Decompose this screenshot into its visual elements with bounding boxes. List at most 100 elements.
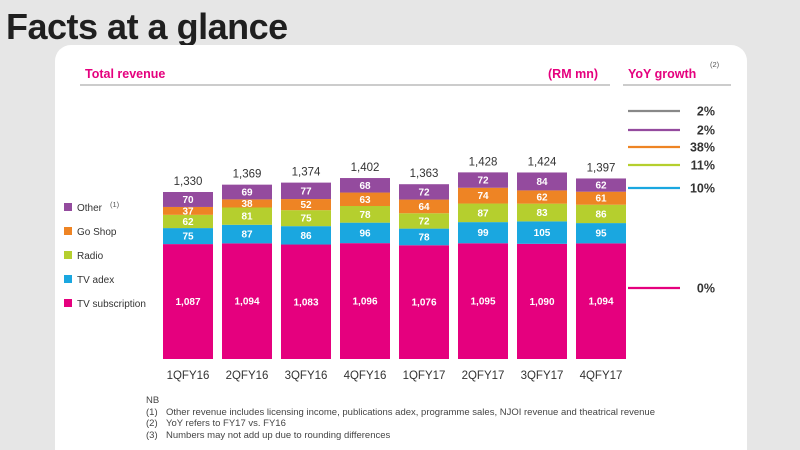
segment-value-label: 86 bbox=[595, 209, 607, 220]
bar-segment bbox=[222, 184, 272, 200]
x-tick-label: 1QFY16 bbox=[167, 370, 210, 382]
bar-total-label: 1,402 bbox=[351, 162, 380, 174]
yoy-header: YoY growth bbox=[628, 67, 696, 81]
yoy-header-note: (2) bbox=[710, 60, 720, 69]
segment-value-label: 1,083 bbox=[293, 297, 318, 308]
bar-segment bbox=[576, 204, 626, 224]
segment-value-label: 62 bbox=[182, 217, 194, 228]
segment-value-label: 95 bbox=[595, 229, 607, 240]
footnote-number: (1) bbox=[146, 406, 158, 418]
segment-value-label: 72 bbox=[418, 187, 430, 198]
bar-segment bbox=[163, 244, 213, 359]
segment-value-label: 77 bbox=[300, 186, 312, 197]
bar-segment bbox=[281, 226, 331, 245]
footnote-1: (1) Other revenue includes licensing inc… bbox=[146, 407, 655, 419]
bar-total-label: 1,428 bbox=[469, 156, 498, 168]
segment-value-label: 81 bbox=[241, 212, 253, 223]
segment-value-label: 99 bbox=[477, 228, 489, 239]
bar-segment bbox=[576, 191, 626, 205]
legend-swatch bbox=[64, 275, 72, 283]
chart-title: Total revenue bbox=[85, 67, 165, 81]
segment-value-label: 1,087 bbox=[175, 297, 200, 308]
segment-value-label: 75 bbox=[182, 232, 194, 243]
yoy-value: 0% bbox=[697, 282, 715, 296]
legend-swatch bbox=[64, 251, 72, 259]
legend-note-marker: (1) bbox=[110, 200, 120, 209]
legend-swatch bbox=[64, 203, 72, 211]
bar-segment bbox=[517, 203, 567, 222]
yoy-value: 10% bbox=[690, 182, 715, 196]
segment-value-label: 70 bbox=[182, 195, 194, 206]
bar-segment bbox=[576, 223, 626, 244]
segment-value-label: 86 bbox=[300, 231, 312, 242]
x-tick-label: 2QFY17 bbox=[462, 370, 505, 382]
segment-value-label: 83 bbox=[536, 208, 548, 219]
bar-segment bbox=[576, 178, 626, 192]
unit-label: (RM mn) bbox=[548, 67, 598, 81]
bar-segment bbox=[222, 199, 272, 208]
segment-value-label: 105 bbox=[534, 228, 551, 239]
segment-value-label: 72 bbox=[477, 176, 489, 187]
bar-segment bbox=[340, 178, 390, 193]
segment-value-label: 37 bbox=[182, 206, 194, 217]
segment-value-label: 52 bbox=[300, 200, 312, 211]
segment-value-label: 62 bbox=[536, 193, 548, 204]
legend-label: Other bbox=[77, 203, 103, 214]
bar-segment bbox=[281, 199, 331, 211]
bar-segment bbox=[222, 224, 272, 244]
segment-value-label: 1,096 bbox=[352, 297, 377, 308]
bar-segment bbox=[399, 199, 449, 214]
footnotes: NB (1) Other revenue includes licensing … bbox=[146, 395, 655, 441]
bar-segment bbox=[222, 207, 272, 225]
bar-total-label: 1,374 bbox=[292, 167, 321, 179]
bar-segment bbox=[399, 228, 449, 246]
segment-value-label: 1,094 bbox=[588, 297, 613, 308]
footnote-number: (2) bbox=[146, 418, 158, 429]
bar-segment bbox=[163, 206, 213, 215]
segment-value-label: 62 bbox=[595, 181, 607, 192]
segment-value-label: 74 bbox=[477, 191, 489, 202]
bar-total-label: 1,363 bbox=[410, 168, 439, 180]
bar-segment bbox=[399, 213, 449, 229]
page-title: Facts at a glance bbox=[6, 6, 288, 47]
x-tick-label: 2QFY16 bbox=[226, 370, 269, 382]
bar-total-label: 1,424 bbox=[528, 156, 557, 168]
bar-segment bbox=[458, 243, 508, 359]
bar-segment bbox=[281, 244, 331, 359]
bar-total-label: 1,369 bbox=[233, 169, 262, 181]
yoy-value: 2% bbox=[697, 124, 715, 138]
legend-label: TV subscription bbox=[77, 299, 146, 310]
bar-segment bbox=[399, 184, 449, 200]
x-tick-label: 4QFY17 bbox=[580, 370, 623, 382]
legend-label: TV adex bbox=[77, 275, 114, 286]
legend-label: Radio bbox=[77, 251, 104, 262]
stacked-bar-chart: Total revenue (RM mn) YoY growth (2) 1,0… bbox=[64, 60, 731, 382]
bar-segment bbox=[576, 243, 626, 359]
bar-segment bbox=[281, 182, 331, 200]
legend-swatch bbox=[64, 299, 72, 307]
bar-segment bbox=[517, 190, 567, 204]
x-tick-label: 1QFY17 bbox=[403, 370, 446, 382]
segment-value-label: 1,094 bbox=[234, 297, 259, 308]
bar-segment bbox=[517, 243, 567, 359]
yoy-value: 38% bbox=[690, 141, 715, 155]
segment-value-label: 87 bbox=[477, 208, 489, 219]
footnote-3: (3) Numbers may not add up due to roundi… bbox=[146, 430, 655, 442]
segment-value-label: 75 bbox=[300, 214, 312, 225]
footnote-number: (3) bbox=[146, 429, 158, 441]
yoy-value: 11% bbox=[691, 159, 715, 173]
footnote-text: Other revenue includes licensing income,… bbox=[166, 406, 655, 418]
segment-value-label: 68 bbox=[359, 181, 371, 192]
x-tick-label: 4QFY16 bbox=[344, 370, 387, 382]
bar-segment bbox=[222, 243, 272, 359]
footnote-2: (2) YoY refers to FY17 vs. FY16 bbox=[146, 418, 655, 430]
segment-value-label: 64 bbox=[418, 202, 430, 213]
bar-segment bbox=[340, 206, 390, 223]
bar-segment bbox=[340, 222, 390, 244]
segment-value-label: 1,090 bbox=[529, 297, 554, 308]
bar-segment bbox=[340, 192, 390, 207]
bar-segment bbox=[340, 243, 390, 359]
bar-segment bbox=[399, 245, 449, 359]
chart-card: Total revenue (RM mn) YoY growth (2) 1,0… bbox=[55, 45, 747, 450]
bar-segment bbox=[163, 192, 213, 207]
